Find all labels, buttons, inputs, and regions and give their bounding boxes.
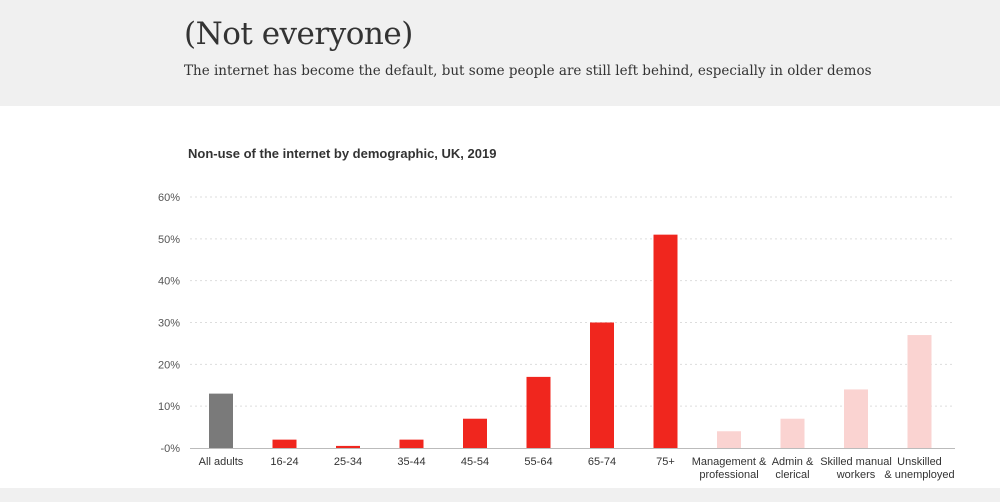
x-tick-label: Unskilled & unemployed [884,456,954,481]
bar [272,439,297,448]
bar [780,418,805,448]
chart-title: Non-use of the internet by demographic, … [188,146,497,161]
bar [463,418,487,448]
bar [526,376,551,448]
y-tick-label: -0% [160,443,180,455]
x-tick-label: 45-54 [461,456,489,468]
x-tick-label: All adults [199,456,244,468]
x-tick-label: 55-64 [524,456,552,468]
bar [653,234,678,448]
x-tick-label: 35-44 [397,456,425,468]
x-tick-label: Management & professional [692,456,767,481]
x-tick-label: 65-74 [588,456,616,468]
bar [336,445,360,448]
x-tick-label: 75+ [656,456,675,468]
y-tick-label: 20% [158,359,180,371]
x-tick-label: Skilled manual workers [820,456,892,481]
x-tick-label: 25-34 [334,456,362,468]
bar [209,393,233,448]
y-tick-label: 10% [158,401,180,413]
header-band: (Not everyone) The internet has become t… [0,0,1000,106]
x-tick-label: Admin & clerical [772,456,814,481]
y-tick-label: 40% [158,276,180,288]
bar-chart: -0% 10% 20% 30% 40% 50% 60% All adults 16-24 25-3… [158,192,955,481]
bar [907,335,932,448]
bar [717,431,741,448]
x-tick-label: 16-24 [270,456,298,468]
y-tick-label: 30% [158,318,180,330]
bar [399,439,424,448]
chart-panel: Non-use of the internet by demographic, … [0,106,1000,488]
y-tick-label: 50% [158,234,180,246]
bar [590,322,614,448]
footer-band [0,488,1000,502]
bar [844,389,868,448]
page-subtitle: The internet has become the default, but… [184,63,872,79]
y-tick-label: 60% [158,192,180,204]
page-title: (Not everyone) [184,16,413,52]
